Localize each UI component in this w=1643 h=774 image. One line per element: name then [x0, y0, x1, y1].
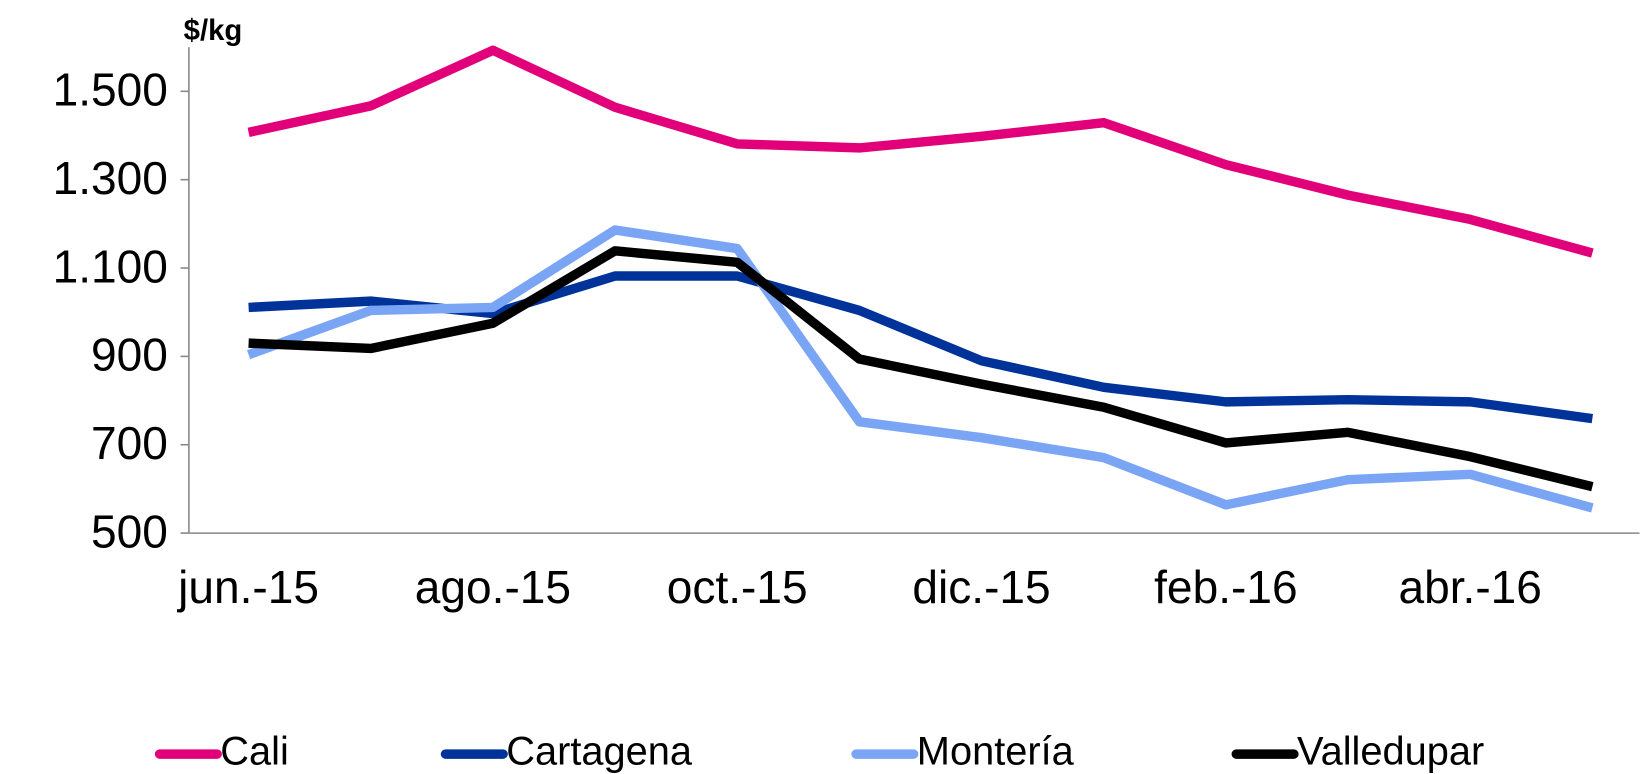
- line-series: [248, 271, 1593, 424]
- x-tick-label: oct.-15: [667, 561, 808, 613]
- x-tick-label: ago.-15: [415, 561, 571, 613]
- y-tick-label: 500: [91, 505, 168, 557]
- legend-label: Cartagena: [506, 730, 693, 774]
- line-series: [247, 45, 1594, 258]
- y-tick-label: 1.300: [53, 152, 168, 204]
- x-tick-label: dic.-15: [912, 561, 1050, 613]
- y-tick-label: 700: [91, 417, 168, 469]
- y-tick-label: 900: [91, 329, 168, 381]
- legend-label: Montería: [917, 730, 1075, 774]
- x-tick-label: abr.-16: [1398, 561, 1541, 613]
- legend-label: Valledupar: [1297, 730, 1484, 774]
- x-tick-label: feb.-16: [1154, 561, 1297, 613]
- y-tick-label: 1.500: [53, 64, 168, 116]
- x-tick-label: jun.-15: [176, 561, 319, 613]
- y-tick-label: 1.100: [53, 240, 168, 292]
- line-series: [248, 246, 1594, 492]
- legend-label: Cali: [220, 730, 289, 774]
- y-axis-label: $/kg: [184, 14, 243, 47]
- line-series: [246, 225, 1594, 513]
